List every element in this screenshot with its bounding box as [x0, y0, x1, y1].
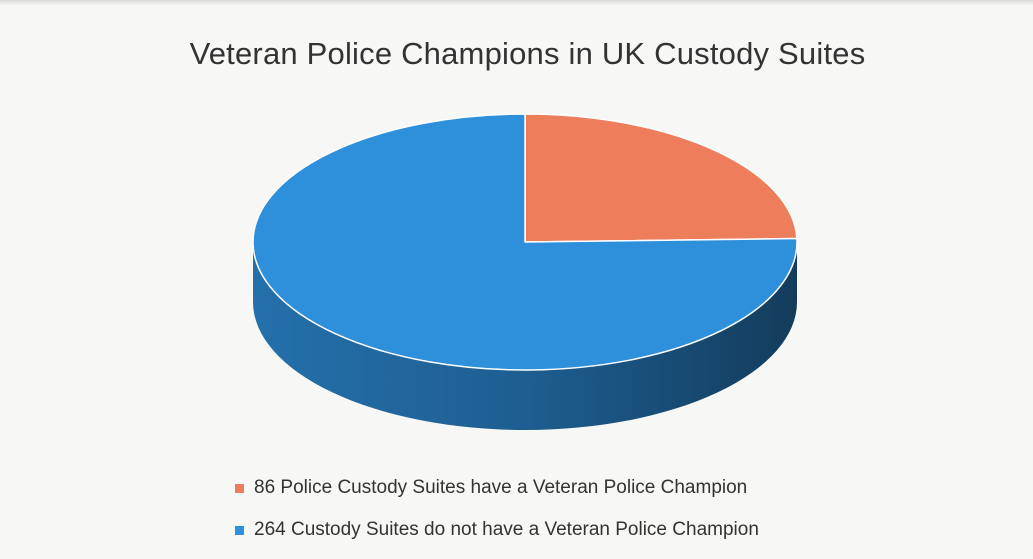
legend-swatch-without-champion [235, 525, 244, 535]
scan-edge [0, 0, 1033, 6]
pie-slice-1 [252, 113, 798, 371]
legend-item-with-champion: 86 Police Custody Suites have a Veteran … [235, 476, 935, 500]
legend-label-with-champion: 86 Police Custody Suites have a Veteran … [254, 477, 748, 498]
legend: 86 Police Custody Suites have a Veteran … [235, 476, 935, 559]
pie-side-1 [253, 242, 797, 430]
chart-title: Veteran Police Champions in UK Custody S… [189, 36, 866, 71]
legend-swatch-with-champion [235, 483, 244, 493]
legend-item-without-champion: 264 Custody Suites do not have a Veteran… [235, 518, 935, 542]
legend-label-without-champion: 264 Custody Suites do not have a Veteran… [254, 519, 759, 540]
pie-slice-0 [524, 113, 798, 243]
